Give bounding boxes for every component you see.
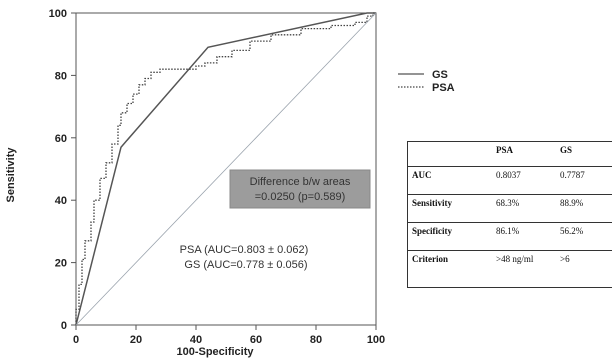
x-tick-label: 60 — [250, 334, 262, 346]
row-label-criterion: Criterion — [407, 250, 492, 288]
series-layer — [75, 12, 377, 326]
x-tick-label: 0 — [73, 334, 79, 346]
table-header-gs: GS — [556, 141, 612, 167]
psa-auc-annotation: PSA (AUC=0.803 ± 0.062) — [180, 244, 309, 256]
cell-specificity-gs: 56.2% — [556, 222, 612, 251]
row-label-auc: AUC — [407, 166, 492, 195]
series-line-psa — [75, 12, 376, 325]
legend: GS PSA — [398, 69, 455, 94]
series-line-reference — [75, 12, 377, 326]
y-tick-label: 100 — [49, 8, 67, 20]
table-row-specificity: Specificity 86.1% 56.2% — [407, 222, 612, 251]
cell-specificity-psa: 86.1% — [492, 222, 556, 251]
table-row-auc: AUC 0.8037 0.7787 — [407, 166, 612, 195]
y-tick-label: 20 — [55, 258, 67, 270]
stats-table: PSA GS AUC 0.8037 0.7787 Sensitivity 68.… — [407, 141, 612, 288]
table-row-criterion: Criterion >48 ng/ml >6 — [407, 250, 612, 288]
y-tick-label: 0 — [61, 320, 67, 332]
x-tick-label: 100 — [367, 334, 385, 346]
table-header-row: PSA GS — [407, 141, 612, 167]
x-tick-label: 40 — [190, 334, 202, 346]
legend-psa-label: PSA — [432, 82, 455, 94]
series-line-gs — [75, 12, 376, 326]
y-axis-title: Sensitivity — [5, 147, 17, 203]
y-tick-label: 80 — [55, 70, 67, 82]
row-label-specificity: Specificity — [407, 222, 492, 251]
legend-gs-label: GS — [432, 69, 448, 81]
difference-label-line1: Difference b/w areas — [250, 176, 351, 188]
table-row-sensitivity: Sensitivity 68.3% 88.9% — [407, 194, 612, 223]
x-axis-title: 100-Specificity — [176, 346, 254, 358]
cell-criterion-psa: >48 ng/ml — [492, 250, 556, 288]
y-axis-ticks: 0 20 40 60 80 100 — [49, 8, 76, 332]
cell-auc-psa: 0.8037 — [492, 166, 556, 195]
x-tick-label: 80 — [310, 334, 322, 346]
cell-sensitivity-gs: 88.9% — [556, 194, 612, 223]
table-header-psa: PSA — [492, 141, 556, 167]
y-tick-label: 60 — [55, 133, 67, 145]
cell-criterion-gs: >6 — [556, 250, 612, 288]
gs-auc-annotation: GS (AUC=0.778 ± 0.056) — [184, 259, 307, 271]
cell-auc-gs: 0.7787 — [556, 166, 612, 195]
x-tick-label: 20 — [130, 334, 142, 346]
difference-label-line2: =0.0250 (p=0.589) — [255, 191, 346, 203]
difference-box — [229, 169, 371, 209]
row-label-sensitivity: Sensitivity — [407, 194, 492, 223]
cell-sensitivity-psa: 68.3% — [492, 194, 556, 223]
x-axis-ticks: 0 20 40 60 80 100 — [73, 325, 385, 346]
y-tick-label: 40 — [55, 195, 67, 207]
table-header-empty — [407, 141, 492, 167]
